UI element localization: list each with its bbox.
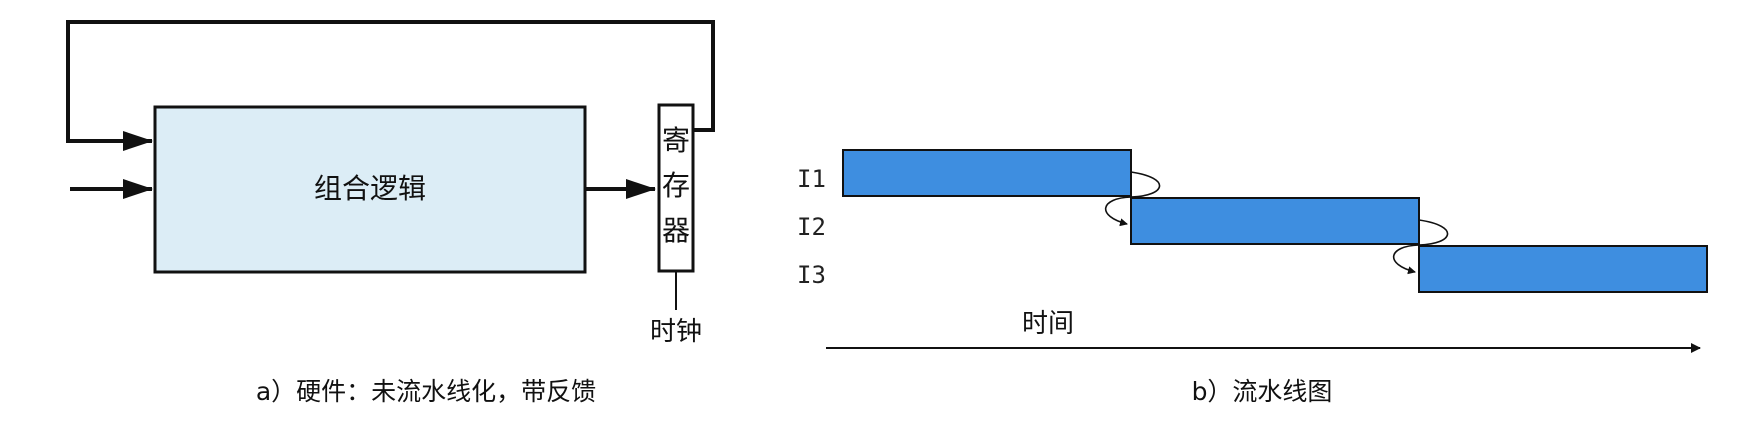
feedback-wire	[66, 20, 715, 151]
instruction-label-i3: I3	[797, 261, 826, 289]
register-char-1: 寄	[662, 124, 690, 157]
instruction-label-i2: I2	[797, 213, 826, 241]
combinational-logic-block	[153, 105, 587, 274]
combinational-logic-label: 组合逻辑	[314, 172, 426, 205]
hardware-diagram: 组合逻辑 寄 存 器 时钟 a）硬件：未流水线化，带反馈	[66, 20, 715, 406]
pipeline-caption: b）流水线图	[1192, 377, 1333, 406]
clock-label: 时钟	[650, 317, 702, 347]
instruction-label-i1: I1	[797, 165, 826, 193]
register-char-2: 存	[662, 169, 690, 202]
transition-arrow-1	[1104, 171, 1161, 227]
instruction-bar-i2	[1130, 197, 1420, 245]
instruction-bar-i1	[842, 149, 1132, 197]
instruction-bar-i3	[1418, 245, 1708, 293]
register-block	[657, 103, 695, 273]
pipeline-diagram: I1 I2 I3 时间 b）流水线图	[797, 149, 1708, 406]
time-label: 时间	[1022, 309, 1074, 339]
transition-arrow-2	[1392, 219, 1449, 275]
register-char-3: 器	[662, 214, 690, 247]
hardware-caption: a）硬件：未流水线化，带反馈	[256, 377, 596, 406]
